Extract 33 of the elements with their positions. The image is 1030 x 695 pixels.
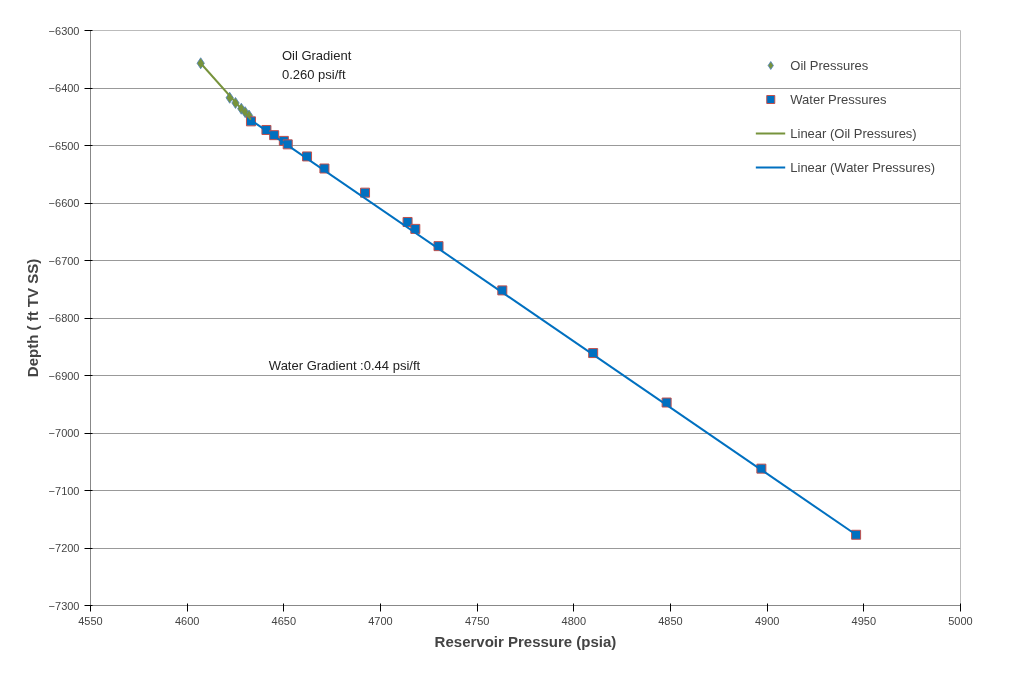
point: [661, 397, 672, 408]
legend-label: Water Pressures: [790, 91, 887, 107]
point: [319, 163, 330, 174]
x-axis-title: Reservoir Pressure (psia): [434, 632, 617, 650]
point: [402, 216, 413, 227]
annotation: Water Gradient :0.44 psi/ft: [268, 358, 421, 374]
x-tick-label: 4550: [78, 614, 103, 627]
x-tick-label: 4750: [464, 614, 490, 627]
y-tick-label: −7200: [48, 542, 80, 554]
y-tick-label: −6900: [48, 369, 80, 382]
annotation: Oil Gradient 0.260 psi/ft: [281, 47, 352, 83]
y-tick-label: −6300: [48, 24, 80, 37]
y-tick-label: −6600: [48, 197, 80, 209]
x-tick-label: 4650: [271, 614, 297, 627]
y-tick-label: −7000: [48, 427, 80, 439]
y-axis-title: Depth ( ft TV SS): [23, 258, 41, 378]
point: [360, 187, 371, 198]
y-tick-label: −7300: [48, 599, 80, 612]
x-tick-label: 4900: [754, 614, 780, 627]
x-tick-label: 4850: [658, 614, 683, 627]
x-tick-label: 4800: [561, 614, 587, 627]
y-tick-label: −6400: [48, 82, 80, 94]
legend-label: Oil Pressures: [790, 57, 869, 73]
x-tick-label: 4950: [851, 614, 877, 627]
legend-label: Linear (Oil Pressures): [790, 125, 917, 141]
y-tick-label: −6500: [48, 139, 80, 152]
x-tick-label: 5000: [948, 614, 973, 627]
x-tick-label: 4600: [174, 614, 200, 627]
y-tick-label: −6800: [48, 312, 80, 324]
x-tick-label: 4700: [368, 614, 393, 627]
legend-label: Linear (Water Pressures): [790, 159, 935, 175]
y-tick-label: −6700: [48, 254, 80, 267]
y-tick-label: −7100: [48, 484, 80, 497]
